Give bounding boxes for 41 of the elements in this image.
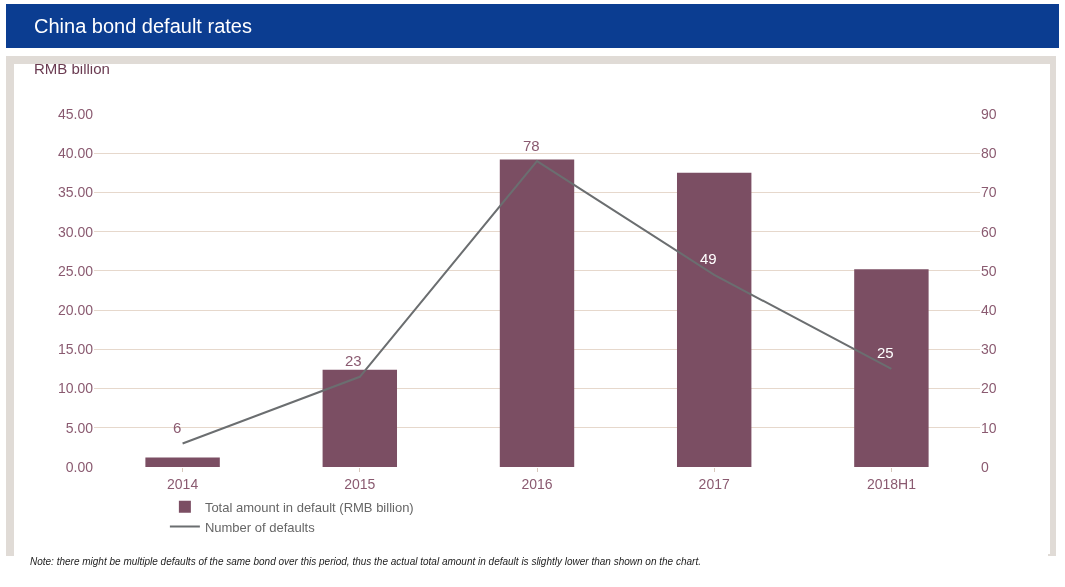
x-tick-label: 2016	[521, 475, 553, 492]
y2-tick-label: 50	[981, 262, 997, 279]
y-tick-label: 10.00	[57, 380, 94, 397]
y2-tick-label: 90	[981, 105, 997, 122]
y2-tick-label: 60	[981, 223, 997, 240]
bar	[499, 159, 575, 467]
x-tick-label: 2017	[698, 475, 730, 492]
data-label: 78	[523, 137, 540, 154]
y2-tick-label: 80	[981, 145, 997, 162]
y2-tick-label: 20	[981, 380, 997, 397]
data-label: 49	[700, 250, 717, 267]
y-tick-label: 25.00	[57, 262, 94, 279]
y-tick-label: 40.00	[57, 145, 94, 162]
y-tick-label: 0.00	[65, 458, 94, 475]
y2-tick-label: 40	[981, 302, 997, 319]
bar	[676, 172, 752, 467]
bar	[145, 457, 220, 467]
legend-label: Number of defaults	[204, 519, 316, 535]
y2-tick-label: 30	[981, 341, 997, 358]
data-label: 6	[173, 419, 182, 436]
y2-tick-label: 70	[981, 184, 997, 201]
x-tick-label: 2018H1	[866, 475, 917, 492]
line-series	[181, 160, 893, 445]
y2-tick-label: 10	[981, 419, 997, 436]
data-label: 23	[345, 352, 362, 369]
y-tick-label: 15.00	[57, 341, 94, 358]
data-label: 25	[877, 344, 894, 361]
x-tick-label: 2015	[344, 475, 376, 492]
y-tick-label: 30.00	[57, 223, 94, 240]
y-axis-title: RMB billion	[34, 60, 110, 77]
x-tick-label: 2014	[167, 475, 199, 492]
chart-title: China bond default rates	[6, 4, 1059, 48]
legend-label: Total amount in default (RMB billion)	[204, 499, 414, 515]
y-tick-label: 20.00	[57, 302, 94, 319]
y-tick-label: 35.00	[57, 184, 94, 201]
bar	[854, 269, 929, 467]
y-tick-label: 45.00	[57, 105, 94, 122]
bar	[322, 369, 398, 467]
text: Note: there might be multiple defaults of the same bond over this period, thus the actual total amount in default is slightly lower than shown on the chart.	[30, 556, 701, 567]
y-tick-label: 5.00	[65, 419, 94, 436]
y2-tick-label: 0	[981, 458, 989, 475]
